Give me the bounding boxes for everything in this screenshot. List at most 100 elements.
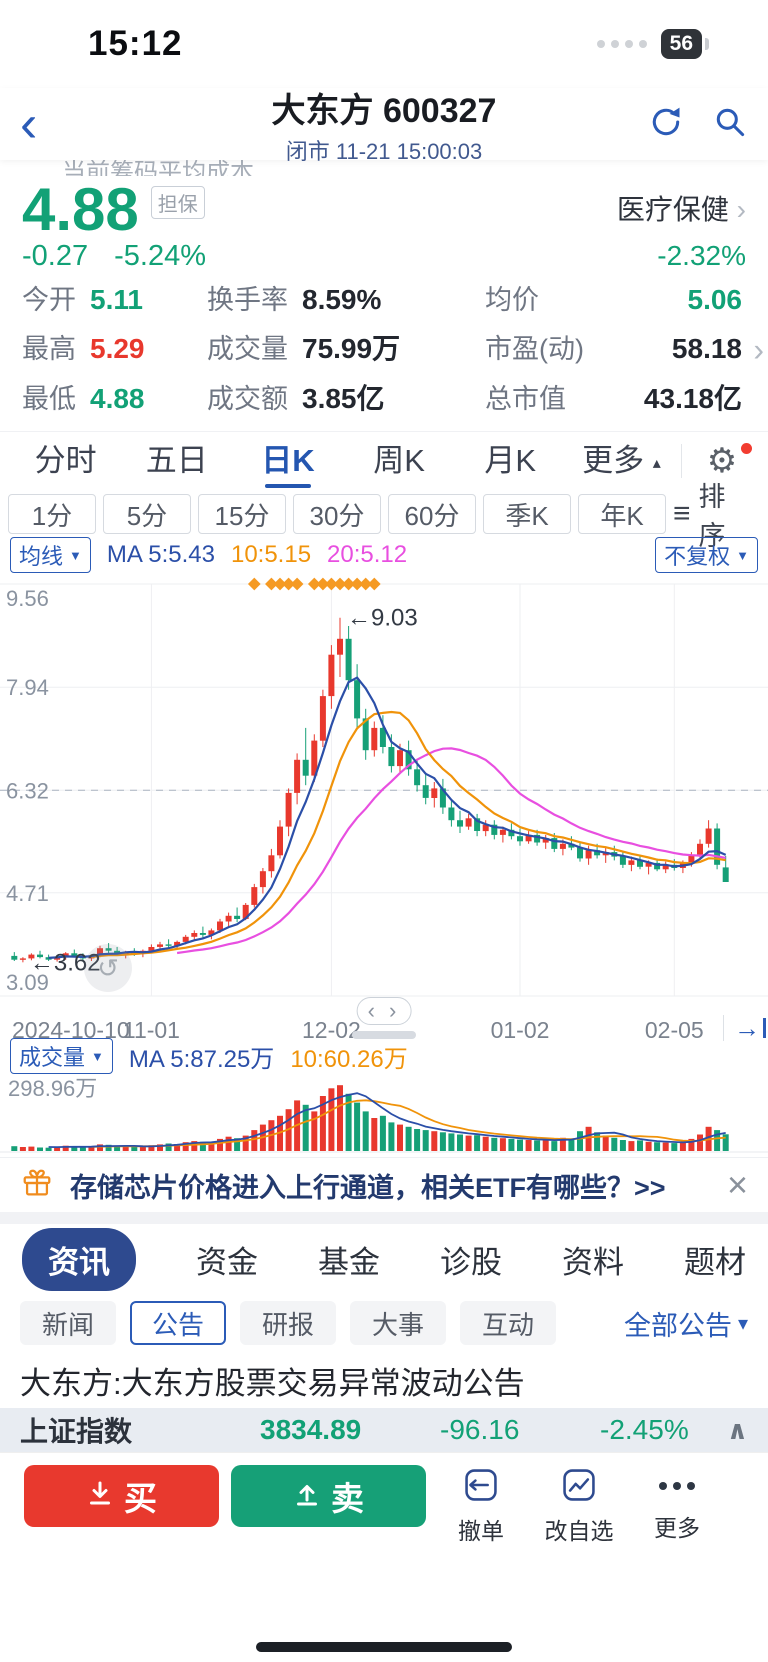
tab-more[interactable]: 更多 ▴	[582, 443, 661, 478]
watermark-icon: ↺	[84, 944, 132, 992]
sell-button[interactable]: 卖	[231, 1465, 426, 1527]
ma-selector[interactable]: 均线 ▼	[10, 537, 91, 573]
filter-interaction[interactable]: 互动	[460, 1301, 556, 1345]
filter-news[interactable]: 新闻	[20, 1301, 116, 1345]
tab-weekly-k[interactable]: 周K	[373, 443, 425, 478]
tab-1min[interactable]: 1分	[8, 494, 96, 534]
quote-section: 4.88 担保 -0.27 -5.24% 医疗保健 › -2.32%	[0, 176, 768, 273]
edit-watchlist-button[interactable]: 改自选	[536, 1465, 622, 1546]
event-markers[interactable]	[247, 577, 381, 591]
tab-themes[interactable]: 题材	[684, 1244, 746, 1280]
tab-fenshi[interactable]: 分时	[34, 443, 97, 478]
stat-market-cap: 总市值 43.18亿	[485, 383, 742, 414]
pane-resize-handle[interactable]: ‹ ›	[356, 997, 412, 1025]
clock: 15:12	[88, 24, 183, 63]
volume-chart[interactable]	[0, 1071, 768, 1157]
gear-icon: ⚙	[706, 442, 738, 480]
sector-name[interactable]: 医疗保健	[616, 194, 729, 225]
index-change: -96.16	[440, 1414, 520, 1445]
stat-turnover-rate: 换手率 8.59%	[207, 284, 382, 315]
index-change-pct: -2.45%	[600, 1414, 689, 1445]
close-icon[interactable]: ×	[726, 1164, 748, 1205]
cancel-order-button[interactable]: 撤单	[438, 1465, 524, 1546]
end-bar-icon	[763, 1018, 766, 1038]
sector-change-pct: -2.32%	[657, 240, 746, 271]
stat-volume: 成交量 75.99万	[207, 333, 401, 364]
home-indicator[interactable]	[256, 1642, 512, 1652]
tab-funds[interactable]: 资金	[196, 1244, 258, 1280]
x-axis-label: 11-01	[122, 1017, 180, 1043]
more-button[interactable]: 更多	[634, 1465, 720, 1543]
page-title: 大东方 600327	[271, 91, 497, 130]
price-change: -0.27	[22, 240, 89, 272]
volume-selector[interactable]: 成交量 ▼	[10, 1038, 113, 1074]
chart-settings-button[interactable]: ⚙	[686, 441, 758, 481]
cancel-order-icon	[461, 1465, 501, 1510]
tab-15min[interactable]: 15分	[198, 494, 286, 534]
tab-quarter-k[interactable]: 季K	[483, 494, 571, 534]
expand-up-icon[interactable]: ∧	[726, 1414, 748, 1445]
tab-5min[interactable]: 5分	[103, 494, 191, 534]
y-axis-labels: 9.56 7.94 6.32 4.71 3.09	[6, 586, 49, 995]
chevron-down-icon: ▾	[737, 1312, 748, 1335]
jump-to-latest-button[interactable]: →	[723, 1015, 766, 1041]
promo-banner[interactable]: 存储芯片价格进入上行通道，相关ETF有哪些？>> ×	[0, 1157, 768, 1212]
stats-grid: 今开 5.11 换手率 8.59% 均价 5.06 最高 5.29 成交量 75.99万 …	[0, 268, 768, 431]
news-item-title[interactable]: 大东方:大东方股票交易异常波动公告	[20, 1366, 525, 1401]
ma10-value: 10:5.15	[230, 541, 312, 568]
ma20-value: 20:5.12	[327, 541, 408, 568]
tab-profile[interactable]: 资料	[562, 1244, 624, 1280]
signal-dots-icon	[596, 40, 647, 48]
filter-research[interactable]: 研报	[240, 1301, 336, 1345]
tab-monthly-k[interactable]: 月K	[484, 443, 537, 478]
tab-60min[interactable]: 60分	[388, 494, 476, 534]
adjust-selector[interactable]: 不复权 ▼	[655, 537, 758, 573]
divider	[681, 444, 683, 478]
volume-ma5-value: MA 5:87.25万	[128, 1045, 275, 1073]
search-icon[interactable]	[712, 104, 748, 145]
all-announcements-dropdown[interactable]: 全部公告 ▾	[623, 1310, 748, 1341]
status-indicators: 56	[596, 29, 702, 59]
index-name: 上证指数	[20, 1416, 133, 1447]
volume-ma10-value: 10:60.26万	[290, 1045, 408, 1073]
tab-5day[interactable]: 五日	[145, 443, 208, 478]
kline-chart-area: 9.56 7.94 6.32 4.71 3.09 ←9.03 ←3.62 ↺ ‹ ›	[0, 572, 768, 1025]
svg-text:6.32: 6.32	[6, 778, 49, 803]
status-bar: 15:12 56	[0, 0, 768, 88]
svg-text:7.94: 7.94	[6, 675, 49, 700]
svg-text:4.71: 4.71	[6, 881, 49, 906]
tab-fund-products[interactable]: 基金	[318, 1244, 380, 1280]
refresh-icon[interactable]	[648, 104, 684, 145]
stats-expand-icon[interactable]: ›	[753, 331, 764, 367]
ellipsis-icon	[659, 1465, 695, 1507]
tab-news-feed[interactable]: 资讯	[22, 1227, 136, 1291]
svg-text:9.56: 9.56	[6, 586, 49, 611]
drag-handle[interactable]	[352, 1031, 416, 1039]
kline-chart[interactable]: 9.56 7.94 6.32 4.71 3.09 ←9.03 ←3.62	[0, 572, 768, 1017]
back-icon[interactable]: ‹	[20, 95, 38, 153]
header-title-block: 大东方 600327 闭市 11-21 15:00:03	[0, 83, 768, 166]
tab-year-k[interactable]: 年K	[578, 494, 666, 534]
filter-announcements[interactable]: 公告	[130, 1301, 226, 1345]
ma5-value: MA 5:5.43	[106, 541, 215, 568]
header-actions	[648, 104, 748, 145]
tab-daily-k[interactable]: 日K	[232, 432, 343, 490]
buy-button[interactable]: 买	[24, 1465, 219, 1527]
tab-diagnosis[interactable]: 诊股	[440, 1244, 502, 1280]
tab-30min[interactable]: 30分	[293, 494, 381, 534]
price-annotations: ←9.03 ←3.62	[30, 605, 418, 977]
chevron-right-icon: ›	[736, 194, 746, 225]
filter-events[interactable]: 大事	[350, 1301, 446, 1345]
index-summary-bar[interactable]: 上证指数 3834.89 -96.16 -2.45% ∧	[0, 1408, 768, 1452]
sector-block[interactable]: 医疗保健 › -2.32%	[616, 182, 746, 271]
chevron-down-icon: ▼	[736, 547, 749, 563]
triangle-up-icon: ▴	[652, 455, 661, 472]
stat-open: 今开 5.11	[22, 284, 143, 315]
sort-button[interactable]: ≡ 排序	[673, 482, 726, 551]
section-divider	[0, 1212, 768, 1224]
volume-bars	[11, 1085, 729, 1151]
volume-ma-lines	[48, 1092, 726, 1149]
gift-icon	[20, 1166, 54, 1205]
clipped-overlay-strip: 当前筹码平均成本	[0, 160, 768, 176]
banner-text[interactable]: 存储芯片价格进入上行通道，相关ETF有哪些？>>	[70, 1172, 666, 1203]
